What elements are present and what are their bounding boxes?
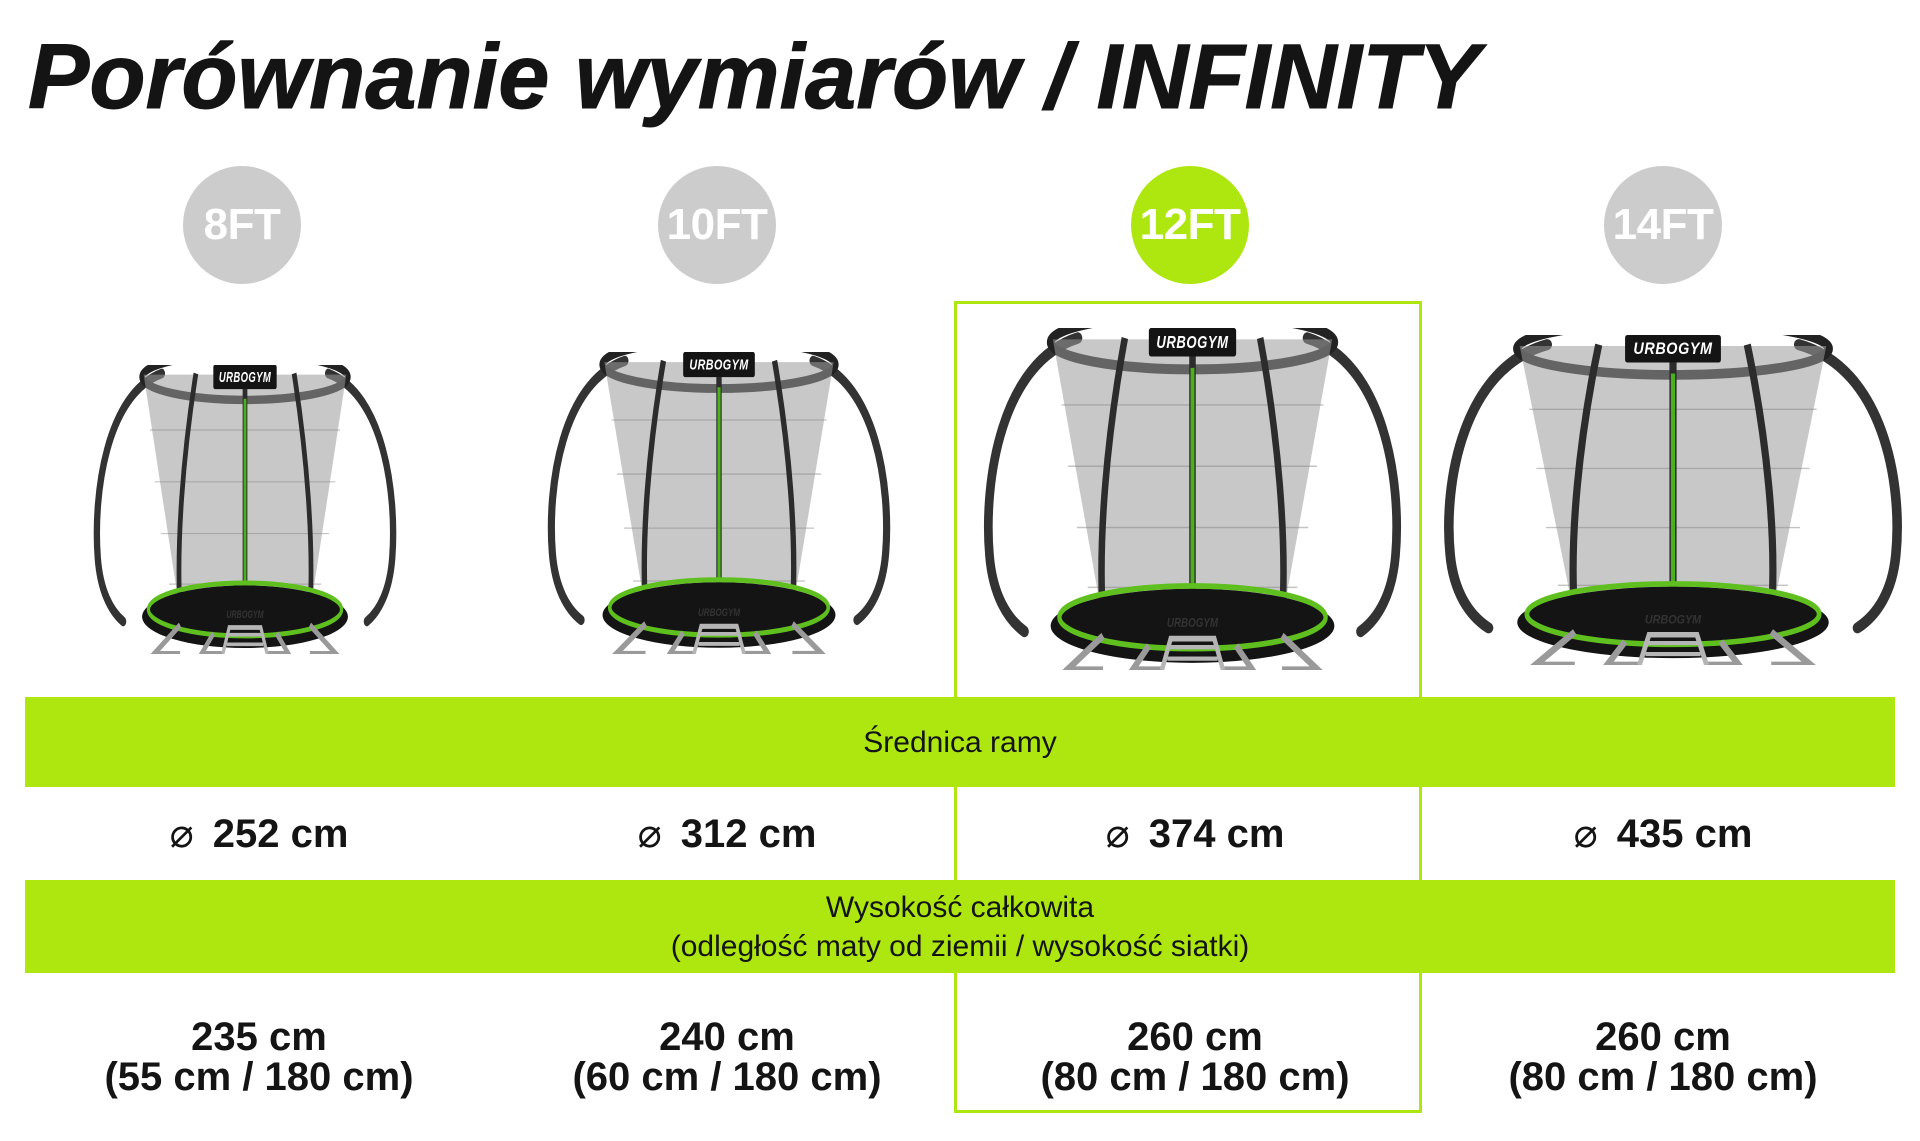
svg-text:URBOGYM: URBOGYM [698,607,741,620]
svg-text:URBOGYM: URBOGYM [1167,617,1219,630]
svg-text:URBOGYM: URBOGYM [226,608,263,620]
svg-text:URBOGYM: URBOGYM [689,356,749,373]
svg-text:URBOGYM: URBOGYM [1645,613,1702,627]
svg-text:URBOGYM: URBOGYM [1633,340,1713,358]
svg-text:URBOGYM: URBOGYM [1156,333,1228,352]
svg-text:URBOGYM: URBOGYM [219,369,272,386]
